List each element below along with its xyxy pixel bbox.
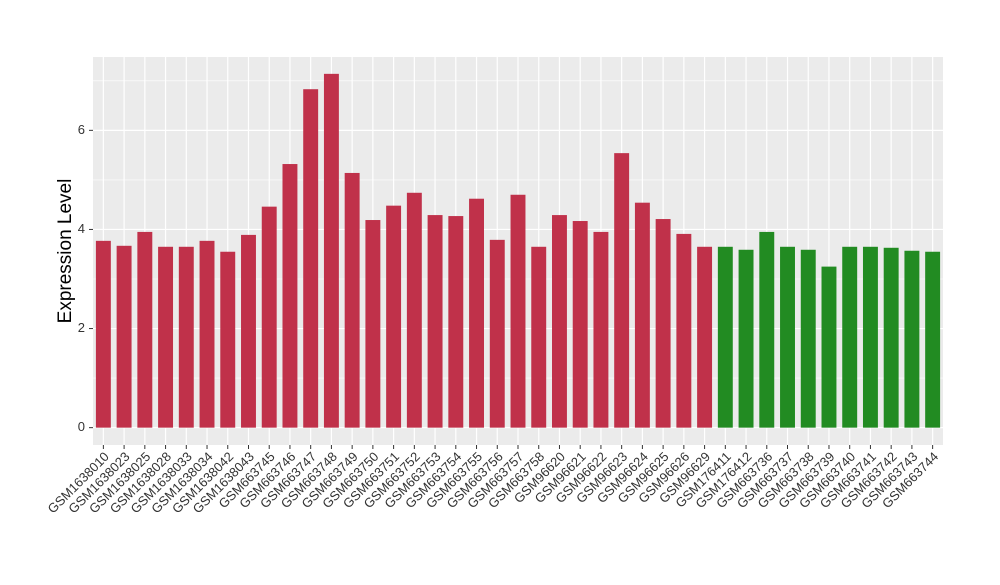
bar (676, 233, 692, 428)
bar (862, 246, 878, 428)
bar (344, 172, 360, 428)
bar (137, 231, 153, 428)
bar (448, 216, 464, 428)
bar (614, 153, 630, 428)
bar (842, 246, 858, 428)
y-axis-title: Expression Level (55, 179, 76, 324)
bar (116, 245, 132, 428)
y-tick-label: 2 (78, 320, 85, 335)
bar (241, 234, 256, 428)
bar (282, 164, 298, 428)
bar (634, 202, 650, 428)
bar (386, 205, 402, 428)
bar (158, 246, 174, 428)
bar (510, 194, 526, 428)
bar (323, 73, 339, 428)
bar (365, 220, 381, 428)
bar (593, 231, 609, 428)
bar (469, 198, 484, 428)
bar (95, 240, 111, 428)
y-tick-label: 6 (78, 122, 85, 137)
bar (904, 250, 920, 428)
bar (655, 219, 671, 428)
bar (178, 246, 194, 428)
bar (199, 240, 215, 428)
y-tick-label: 4 (78, 221, 85, 236)
y-tick-label: 0 (78, 419, 85, 434)
bar (261, 206, 277, 428)
bar (489, 239, 505, 428)
bar (572, 221, 588, 428)
bar (759, 231, 775, 428)
bar (800, 249, 816, 428)
bar (821, 266, 837, 428)
bar (531, 246, 547, 428)
bar (925, 251, 941, 428)
bar (220, 251, 236, 428)
bar (303, 89, 319, 428)
bar (883, 247, 899, 428)
bar (697, 246, 713, 428)
bar (780, 246, 795, 428)
bar (738, 249, 754, 428)
bar (427, 215, 443, 428)
bar (717, 246, 733, 428)
bar (406, 192, 422, 428)
bar (552, 215, 567, 428)
